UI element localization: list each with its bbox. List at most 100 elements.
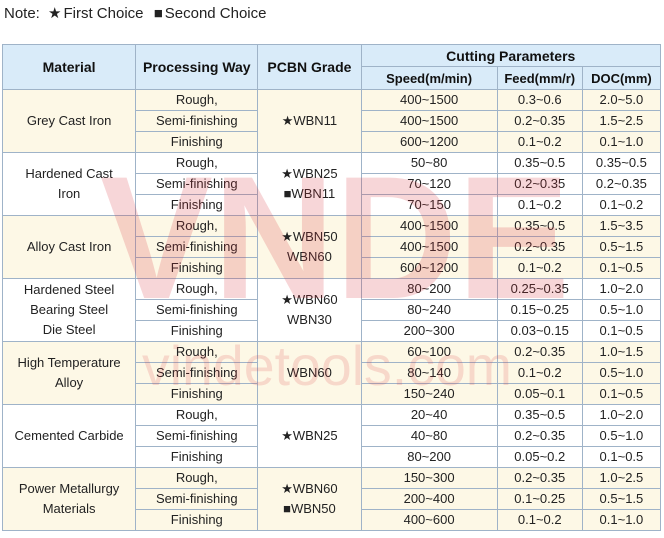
processing-cell: Semi-finishing	[135, 362, 259, 384]
feed-cell: 0.05~0.1	[496, 383, 583, 405]
grade-cell-line: ★WBN60	[281, 481, 338, 496]
speed-cell: 600~1200	[360, 131, 498, 153]
header-processing-way: Processing Way	[135, 44, 259, 90]
feed-cell: 0.2~0.35	[496, 236, 583, 258]
processing-cell: Finishing	[135, 446, 259, 468]
doc-cell: 0.1~0.2	[581, 194, 662, 216]
speed-cell: 150~300	[360, 467, 498, 489]
processing-cell: Semi-finishing	[135, 299, 259, 321]
first-choice-label: First Choice	[63, 5, 144, 22]
feed-cell: 0.1~0.2	[496, 509, 583, 531]
star-icon: ★	[48, 5, 62, 22]
doc-cell: 0.1~1.0	[581, 131, 662, 153]
table-row: Semi-finishing 80~240 0.15~0.25 0.5~1.0	[3, 299, 662, 321]
processing-cell: Finishing	[135, 383, 259, 405]
grade-cell-line: ★WBN11	[281, 113, 338, 128]
table-row: Power Metallurgy Materials Rough, ★WBN60 ■WB…	[1, 467, 662, 531]
feed-cell: 0.1~0.2	[496, 257, 583, 279]
material-cell-line: Iron	[57, 186, 81, 201]
material-cell-line: Die Steel	[42, 322, 96, 337]
header-pcbn-grade: PCBN Grade	[257, 44, 362, 90]
speed-cell: 400~600	[360, 509, 498, 531]
speed-cell: 70~120	[360, 173, 498, 195]
table-row: Semi-finishing 400~1500 0.2~0.35 0.5~1.5	[3, 236, 662, 258]
grade-cell: ★WBN60 WBN30	[257, 278, 362, 342]
doc-cell: 0.1~1.0	[581, 509, 662, 531]
doc-cell: 0.5~1.0	[581, 362, 662, 384]
processing-cell: Rough,	[135, 215, 259, 237]
speed-cell: 400~1500	[360, 236, 498, 258]
grade-cell-line: ★WBN60	[281, 292, 338, 307]
material-cell: High Temperature Alloy	[1, 341, 137, 405]
feed-cell: 0.3~0.6	[496, 89, 583, 111]
grade-cell-line: WBN60	[287, 249, 332, 264]
doc-cell: 0.5~1.5	[581, 236, 662, 258]
speed-cell: 400~1500	[360, 89, 498, 111]
doc-cell: 1.0~1.5	[581, 341, 662, 363]
header-feed: Feed(mm/r)	[496, 66, 583, 90]
processing-cell: Rough,	[135, 152, 259, 174]
header-cutting-parameters: Cutting Parameters	[360, 44, 661, 67]
processing-cell: Semi-finishing	[135, 173, 259, 195]
table-row: Cemented Carbide Rough, ★WBN25 20~40 0.35~0.…	[1, 404, 662, 468]
table-row: Hardened Steel Bearing Steel Die Steel Roug…	[1, 278, 662, 342]
material-cell: Grey Cast Iron	[1, 89, 137, 153]
doc-cell: 0.5~1.0	[581, 299, 662, 321]
table-row: Finishing 150~240 0.05~0.1 0.1~0.5	[3, 383, 662, 405]
grade-cell-line: ■WBN11	[283, 186, 336, 201]
feed-cell: 0.35~0.5	[496, 152, 583, 174]
speed-cell: 80~200	[360, 446, 498, 468]
table-row: Finishing 70~150 0.1~0.2 0.1~0.2	[3, 194, 662, 216]
grade-cell-line: ★WBN50	[281, 229, 338, 244]
header-speed: Speed(m/min)	[360, 66, 498, 90]
table-row: Semi-finishing 40~80 0.2~0.35 0.5~1.0	[3, 425, 662, 447]
doc-cell: 0.1~0.5	[581, 383, 662, 405]
feed-cell: 0.1~0.25	[496, 488, 583, 510]
header-material: Material	[1, 44, 137, 90]
doc-cell: 0.5~1.5	[581, 488, 662, 510]
grade-cell-line: WBN30	[287, 312, 332, 327]
material-cell: Hardened Cast Iron	[1, 152, 137, 216]
speed-cell: 20~40	[360, 404, 498, 426]
doc-cell: 1.5~3.5	[581, 215, 662, 237]
feed-cell: 0.25~0.35	[496, 278, 583, 300]
header-doc: DOC(mm)	[581, 66, 662, 90]
processing-cell: Finishing	[135, 257, 259, 279]
table-row: Finishing 600~1200 0.1~0.2 0.1~0.5	[3, 257, 662, 279]
processing-cell: Finishing	[135, 194, 259, 216]
processing-cell: Semi-finishing	[135, 236, 259, 258]
speed-cell: 60~100	[360, 341, 498, 363]
legend-prefix: Note:	[4, 5, 40, 22]
second-choice-label: Second Choice	[164, 5, 267, 22]
processing-cell: Semi-finishing	[135, 110, 259, 132]
doc-cell: 0.5~1.0	[581, 425, 662, 447]
doc-cell: 0.1~0.5	[581, 257, 662, 279]
feed-cell: 0.03~0.15	[496, 320, 583, 342]
feed-cell: 0.1~0.2	[496, 131, 583, 153]
feed-cell: 0.2~0.35	[496, 425, 583, 447]
doc-cell: 0.1~0.5	[581, 320, 662, 342]
feed-cell: 0.2~0.35	[496, 173, 583, 195]
grade-cell: ★WBN60 ■WBN50	[257, 467, 362, 531]
grade-cell-line: WBN60	[287, 365, 332, 380]
feed-cell: 0.35~0.5	[496, 215, 583, 237]
grade-cell: WBN60	[257, 341, 362, 405]
doc-cell: 1.0~2.0	[581, 404, 662, 426]
cutting-parameters-table: Material Processing Way PCBN Grade Cutti…	[1, 44, 662, 531]
material-cell-line: Cemented Carbide	[14, 428, 124, 443]
processing-cell: Finishing	[135, 509, 259, 531]
speed-cell: 200~300	[360, 320, 498, 342]
processing-cell: Rough,	[135, 278, 259, 300]
feed-cell: 0.2~0.35	[496, 467, 583, 489]
doc-cell: 1.0~2.5	[581, 467, 662, 489]
doc-cell: 0.2~0.35	[581, 173, 662, 195]
grade-cell-line: ■WBN50	[283, 501, 336, 516]
table-row: Alloy Cast Iron Rough, ★WBN50 WBN60 400~1500…	[1, 215, 662, 279]
grade-cell: ★WBN50 WBN60	[257, 215, 362, 279]
table-row: High Temperature Alloy Rough, WBN60 60~100 0.…	[1, 341, 662, 405]
table-row: Semi-finishing 80~140 0.1~0.2 0.5~1.0	[3, 362, 662, 384]
feed-cell: 0.2~0.35	[496, 341, 583, 363]
feed-cell: 0.1~0.2	[496, 194, 583, 216]
material-cell-line: Hardened Steel	[23, 282, 115, 297]
processing-cell: Rough,	[135, 341, 259, 363]
